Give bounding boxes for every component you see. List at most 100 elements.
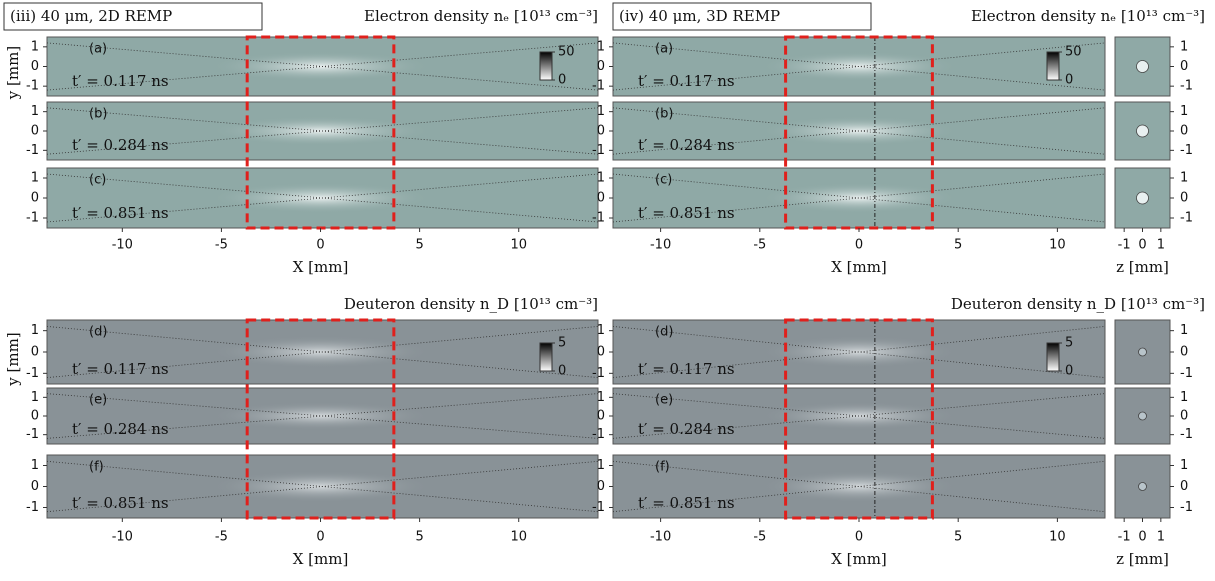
colorbar xyxy=(1046,342,1060,372)
y-tick-label: 1 xyxy=(597,39,605,54)
y-tick-label: -1 xyxy=(592,143,605,158)
y-tick-label: 1 xyxy=(31,458,39,473)
panel-label: (f) xyxy=(89,460,104,475)
colorbar-tick-label: 5 xyxy=(558,336,566,351)
x-tick-label: -5 xyxy=(753,238,766,253)
side-x-tick-label: -1 xyxy=(1118,530,1131,545)
panel-title: Deuteron density n_D [10¹³ cm⁻³] xyxy=(344,295,598,313)
colorbar-tick-label: 0 xyxy=(558,364,566,379)
y-tick-label: 0 xyxy=(31,345,39,360)
density-feature xyxy=(210,402,431,430)
y-tick-label: 1 xyxy=(597,323,605,338)
y-tick-label: 0 xyxy=(597,345,605,360)
x-tick-label: -10 xyxy=(650,530,671,545)
y-tick-label: 0 xyxy=(597,59,605,74)
colorbar-tick-label: 5 xyxy=(1065,336,1073,351)
time-label: t′ = 0.117 ns xyxy=(638,360,735,378)
panel-label: (a) xyxy=(89,42,107,57)
side-y-tick-label: 0 xyxy=(1180,124,1188,139)
y-tick-label: 1 xyxy=(31,390,39,405)
side-y-tick-label: 1 xyxy=(1180,458,1188,473)
beam-edge xyxy=(46,107,599,155)
y-tick-label: 1 xyxy=(31,39,39,54)
time-label: t′ = 0.851 ns xyxy=(72,204,169,222)
side-feature xyxy=(1136,191,1149,205)
y-tick-label: -1 xyxy=(26,143,39,158)
panel-label: (e) xyxy=(655,393,673,408)
x-tick-label: -10 xyxy=(112,530,133,545)
y-tick-label: 0 xyxy=(597,191,605,206)
panel-label: (e) xyxy=(89,393,107,408)
time-label: t′ = 0.284 ns xyxy=(638,136,735,154)
y-tick-label: -1 xyxy=(26,500,39,515)
x-tick-label: 10 xyxy=(510,238,527,253)
header-box xyxy=(612,2,872,31)
y-tick-label: 0 xyxy=(597,124,605,139)
x-tick-label: 10 xyxy=(1049,530,1066,545)
density-feature xyxy=(760,336,958,368)
x-axis-label: X [mm] xyxy=(831,550,887,568)
panel-label: (c) xyxy=(655,173,672,188)
header-box xyxy=(3,2,263,31)
beam-edge xyxy=(612,107,1106,155)
panel-title: Electron density nₑ [10¹³ cm⁻³] xyxy=(364,7,598,25)
y-tick-label: -1 xyxy=(26,79,39,94)
density-feature xyxy=(760,183,958,213)
side-y-tick-label: -1 xyxy=(1180,427,1193,442)
colorbar-tick-label: 0 xyxy=(558,73,566,88)
colorbar xyxy=(539,342,553,372)
side-x-tick-label: 1 xyxy=(1157,238,1165,253)
x-tick-label: 0 xyxy=(855,238,863,253)
side-x-tick-label: 0 xyxy=(1138,238,1146,253)
x-tick-label: -5 xyxy=(215,238,228,253)
side-y-tick-label: 1 xyxy=(1180,390,1188,405)
side-x-axis-label: z [mm] xyxy=(1116,550,1169,568)
colorbar-tick-label: 50 xyxy=(1065,45,1082,60)
y-tick-label: 1 xyxy=(597,390,605,405)
x-tick-label: 0 xyxy=(316,530,324,545)
y-tick-label: 0 xyxy=(31,479,39,494)
beam-edge xyxy=(46,173,599,223)
beam-edge xyxy=(612,393,1106,439)
density-feature xyxy=(760,470,958,503)
y-tick-label: 0 xyxy=(597,479,605,494)
side-y-tick-label: 0 xyxy=(1180,59,1188,74)
side-y-tick-label: -1 xyxy=(1180,500,1193,515)
panel-label: (b) xyxy=(655,107,673,122)
y-tick-label: -1 xyxy=(592,500,605,515)
time-label: t′ = 0.117 ns xyxy=(72,72,169,90)
panel-label: (d) xyxy=(89,325,107,340)
x-tick-label: 10 xyxy=(1049,238,1066,253)
x-tick-label: -5 xyxy=(215,530,228,545)
colorbar xyxy=(539,51,553,81)
y-tick-label: -1 xyxy=(26,427,39,442)
panel-label: (f) xyxy=(655,460,670,475)
beam-edge xyxy=(612,173,1106,223)
side-y-tick-label: 0 xyxy=(1180,409,1188,424)
colorbar xyxy=(1046,51,1060,81)
time-label: t′ = 0.284 ns xyxy=(72,136,169,154)
beam-edge xyxy=(46,326,599,378)
beam-edge xyxy=(612,393,1106,439)
y-tick-label: 0 xyxy=(31,124,39,139)
x-tick-label: -5 xyxy=(753,530,766,545)
side-y-tick-label: 0 xyxy=(1180,345,1188,360)
x-tick-label: 5 xyxy=(415,238,423,253)
density-feature xyxy=(210,470,431,503)
beam-edge xyxy=(612,107,1106,155)
x-tick-label: 5 xyxy=(954,238,962,253)
y-tick-label: 1 xyxy=(597,171,605,186)
side-feature xyxy=(1138,482,1147,491)
x-tick-label: 0 xyxy=(855,530,863,545)
side-y-tick-label: 1 xyxy=(1180,39,1188,54)
beam-edge xyxy=(46,460,599,513)
side-y-tick-label: -1 xyxy=(1180,143,1193,158)
x-axis-label: X [mm] xyxy=(293,258,349,276)
density-feature xyxy=(760,116,958,146)
panel-label: (a) xyxy=(655,42,673,57)
y-tick-label: 1 xyxy=(31,104,39,119)
beam-edge xyxy=(46,393,599,439)
density-feature xyxy=(210,51,431,82)
density-feature xyxy=(760,51,958,82)
density-feature xyxy=(760,402,958,430)
